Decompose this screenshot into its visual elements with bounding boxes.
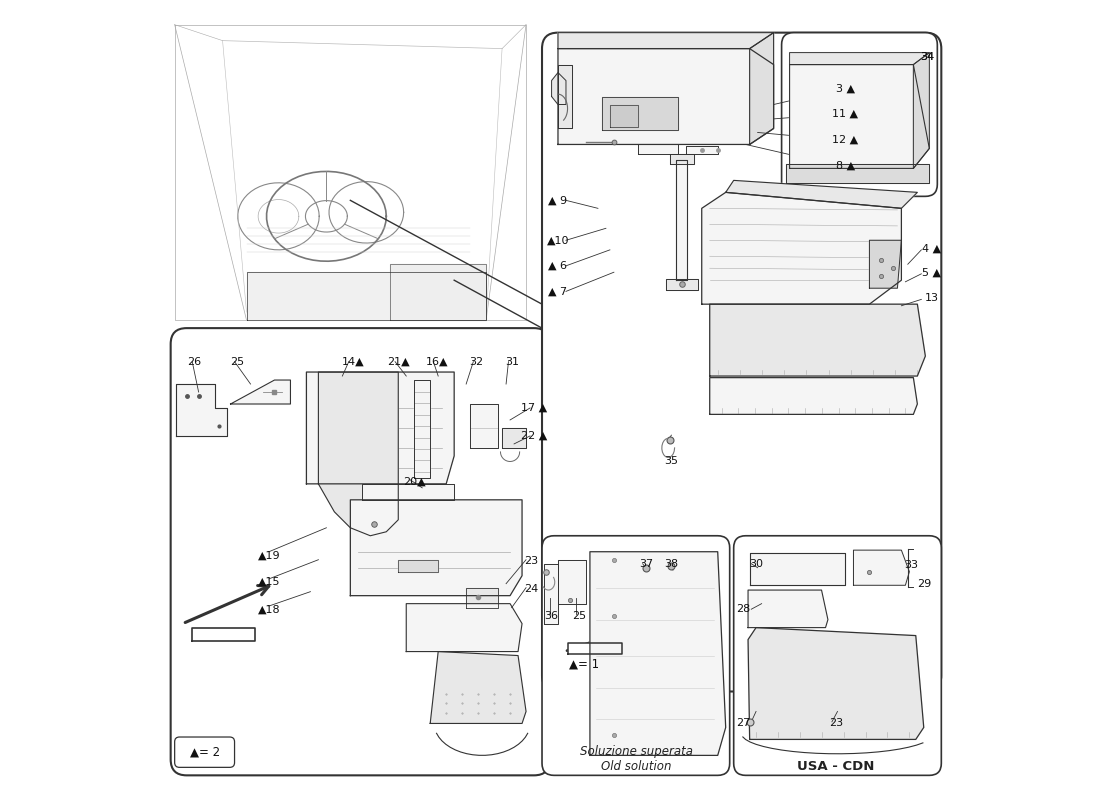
Text: 35: 35: [664, 456, 679, 466]
Polygon shape: [558, 49, 773, 145]
FancyBboxPatch shape: [782, 33, 937, 196]
Text: 11 ▲: 11 ▲: [833, 109, 858, 119]
Polygon shape: [558, 65, 572, 129]
Polygon shape: [390, 264, 486, 320]
Text: ▲10: ▲10: [547, 235, 569, 246]
Text: 14▲: 14▲: [341, 357, 364, 366]
Text: oemparts: oemparts: [619, 466, 768, 494]
Polygon shape: [470, 404, 498, 448]
Text: ▲= 2: ▲= 2: [189, 746, 220, 758]
Text: 5 ▲: 5 ▲: [922, 267, 942, 278]
Text: 12 ▲: 12 ▲: [833, 134, 858, 145]
Polygon shape: [544, 564, 558, 624]
Polygon shape: [350, 500, 522, 596]
Text: 16▲: 16▲: [426, 357, 448, 366]
Text: 23: 23: [828, 718, 843, 729]
Text: 29: 29: [916, 578, 931, 589]
Text: 3 ▲: 3 ▲: [836, 83, 855, 94]
Polygon shape: [785, 165, 930, 182]
Text: 4 ▲: 4 ▲: [922, 243, 942, 254]
Polygon shape: [362, 484, 454, 500]
Polygon shape: [790, 53, 930, 65]
Polygon shape: [750, 33, 773, 145]
Polygon shape: [750, 554, 846, 586]
Polygon shape: [710, 304, 925, 376]
Polygon shape: [558, 560, 586, 604]
Text: 23: 23: [524, 556, 538, 566]
Polygon shape: [748, 628, 924, 739]
Polygon shape: [192, 628, 254, 641]
Polygon shape: [685, 146, 717, 154]
Polygon shape: [726, 180, 917, 208]
Text: USA - CDN: USA - CDN: [798, 760, 875, 773]
Polygon shape: [702, 192, 901, 304]
Text: 26: 26: [188, 357, 201, 366]
Text: 22 ▲: 22 ▲: [521, 431, 547, 441]
Text: 30: 30: [749, 558, 763, 569]
Text: 21▲: 21▲: [387, 357, 409, 366]
Text: ▲ 9: ▲ 9: [549, 195, 568, 206]
Text: 31: 31: [506, 357, 519, 366]
Polygon shape: [246, 272, 486, 320]
Polygon shape: [676, 161, 688, 280]
Text: 25: 25: [230, 357, 244, 366]
Text: 34: 34: [920, 51, 934, 62]
Text: ▲18: ▲18: [257, 604, 280, 614]
Text: ▲ 7: ▲ 7: [549, 286, 568, 296]
Polygon shape: [430, 651, 526, 723]
Text: 20▲: 20▲: [403, 477, 426, 486]
FancyBboxPatch shape: [734, 536, 942, 775]
FancyBboxPatch shape: [175, 737, 234, 767]
FancyBboxPatch shape: [554, 649, 614, 679]
Polygon shape: [551, 73, 566, 105]
Polygon shape: [602, 97, 678, 130]
Text: ▲= 1: ▲= 1: [569, 658, 600, 671]
Text: 33: 33: [904, 560, 918, 570]
Polygon shape: [406, 604, 522, 651]
FancyBboxPatch shape: [542, 536, 729, 775]
Polygon shape: [466, 588, 498, 608]
Polygon shape: [710, 378, 917, 414]
Polygon shape: [398, 560, 438, 572]
Polygon shape: [854, 550, 910, 586]
Text: 28: 28: [736, 604, 750, 614]
Text: 34: 34: [920, 51, 934, 62]
Text: ▲15: ▲15: [257, 577, 280, 587]
Polygon shape: [670, 154, 694, 165]
Text: ▲ 6: ▲ 6: [549, 261, 568, 271]
Text: 27: 27: [736, 718, 750, 729]
Polygon shape: [307, 372, 454, 484]
Polygon shape: [869, 240, 901, 288]
FancyBboxPatch shape: [542, 33, 942, 691]
Text: ▲19: ▲19: [257, 550, 280, 561]
Polygon shape: [748, 590, 828, 628]
Polygon shape: [638, 144, 678, 154]
Polygon shape: [558, 33, 773, 49]
Polygon shape: [590, 552, 726, 755]
Text: 25: 25: [572, 610, 586, 621]
Text: 32: 32: [470, 357, 484, 366]
Polygon shape: [790, 65, 930, 169]
Text: 24: 24: [524, 584, 538, 594]
FancyBboxPatch shape: [170, 328, 550, 775]
Polygon shape: [502, 428, 526, 448]
Polygon shape: [231, 380, 290, 404]
Polygon shape: [609, 105, 638, 127]
Polygon shape: [176, 384, 227, 436]
Polygon shape: [568, 642, 622, 654]
Text: 13: 13: [925, 293, 938, 302]
Text: 8 ▲: 8 ▲: [836, 160, 855, 170]
Text: 36: 36: [544, 610, 559, 621]
Polygon shape: [318, 372, 398, 536]
Text: 37: 37: [639, 558, 653, 569]
Text: 17 ▲: 17 ▲: [521, 403, 547, 413]
Polygon shape: [415, 380, 430, 478]
Text: Soluzione superata
Old solution: Soluzione superata Old solution: [580, 745, 693, 773]
Polygon shape: [913, 53, 930, 169]
Text: oemparts: oemparts: [220, 506, 368, 534]
Polygon shape: [666, 278, 697, 290]
Text: 38: 38: [664, 558, 679, 569]
